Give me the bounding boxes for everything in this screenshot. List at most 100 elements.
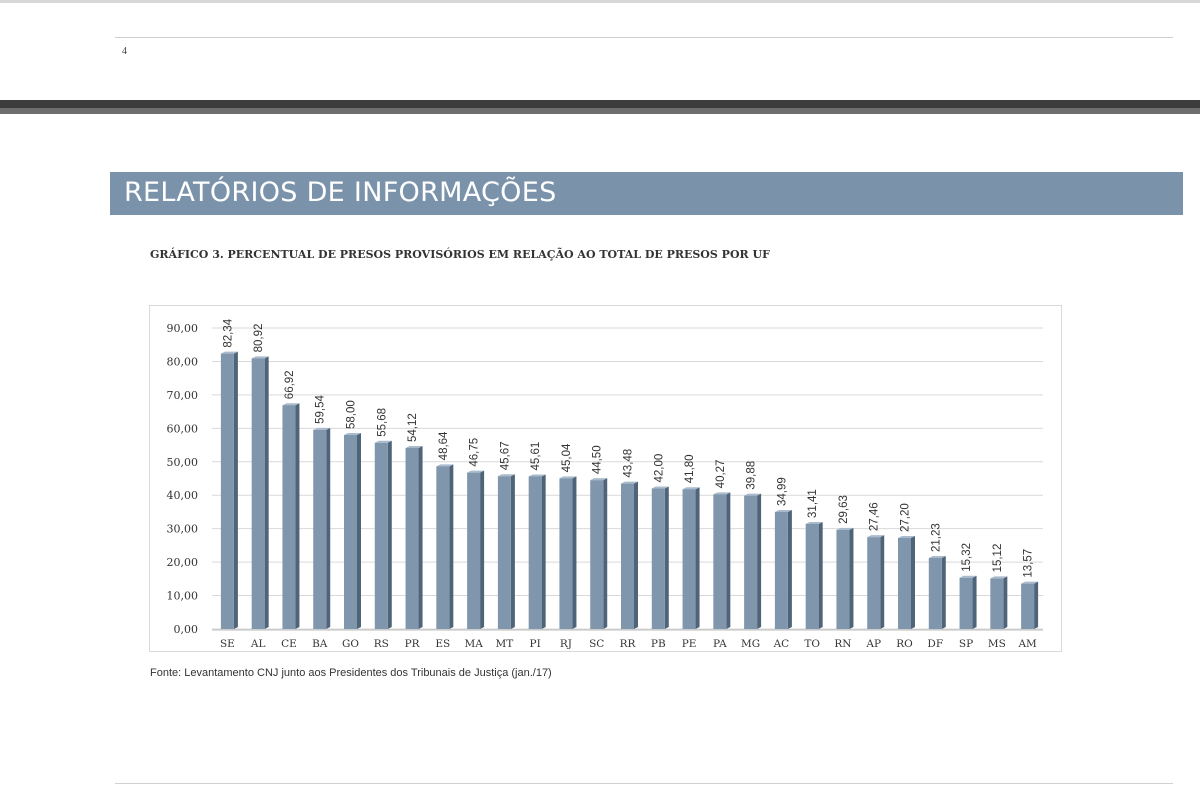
previous-page: 4 — [0, 0, 1200, 102]
bar-top — [405, 445, 423, 448]
x-tick-label: TO — [804, 638, 820, 650]
y-tick-label: 90,00 — [167, 322, 199, 335]
x-tick-label: ES — [435, 638, 450, 650]
y-tick-label: 10,00 — [167, 590, 199, 603]
x-tick-label: RO — [896, 638, 913, 650]
bar-side — [295, 403, 300, 629]
data-label: 42,00 — [653, 454, 665, 483]
data-label: 82,34 — [222, 318, 234, 347]
bar — [744, 495, 758, 629]
bar-top — [836, 527, 854, 530]
x-tick-label: AP — [865, 638, 881, 650]
bar — [774, 511, 788, 629]
bar-side — [634, 481, 638, 629]
bar-chart: 0,00 10,00 20,00 30,00 40,00 50,00 60,00 70,00 8… — [167, 318, 1043, 650]
y-tick-label: 20,00 — [167, 556, 199, 569]
data-label: 29,63 — [838, 495, 850, 524]
x-tick-label: RJ — [560, 638, 572, 650]
bar-side — [480, 470, 485, 629]
section-title: RELATÓRIOS DE INFORMAÇÕES — [124, 177, 557, 208]
data-label: 31,41 — [807, 489, 819, 518]
x-tick-label: PB — [651, 638, 666, 650]
bar-side — [941, 555, 946, 629]
page-bottom-rule — [115, 783, 1173, 784]
page-separator — [0, 100, 1200, 114]
bar-side — [449, 464, 454, 629]
bar — [867, 537, 881, 629]
data-label: 59,54 — [315, 394, 327, 423]
bar-side — [326, 427, 331, 629]
x-tick-label: PA — [713, 638, 727, 650]
bar-top — [590, 478, 608, 481]
x-tick-label: PI — [530, 638, 541, 650]
bar-side — [972, 575, 977, 629]
bar-top — [774, 509, 792, 512]
data-label: 13,57 — [1023, 549, 1035, 578]
data-label: 15,32 — [961, 543, 973, 572]
bar-top — [374, 440, 392, 443]
data-label: 46,75 — [469, 438, 481, 467]
x-tick-label: PE — [682, 638, 697, 650]
bar-top — [621, 481, 638, 484]
x-tick-label: DF — [927, 638, 943, 650]
bar-top — [220, 351, 238, 354]
bar-side — [849, 527, 854, 629]
bar-side — [357, 433, 361, 629]
bar — [928, 557, 942, 629]
data-label: 54,12 — [407, 413, 419, 442]
bar-top — [313, 427, 331, 430]
y-tick-label: 40,00 — [167, 489, 199, 502]
bar-top — [928, 555, 946, 558]
bar-top — [282, 403, 300, 406]
bar-top — [898, 536, 915, 539]
bar — [898, 538, 911, 629]
data-label: 40,27 — [715, 460, 727, 489]
y-tick-label: 80,00 — [167, 355, 199, 368]
bar-top — [344, 433, 361, 436]
bar — [282, 405, 296, 629]
y-tick-label: 30,00 — [167, 523, 199, 536]
data-label: 80,92 — [253, 324, 265, 353]
x-tick-label: RS — [374, 638, 389, 650]
data-label: 45,04 — [561, 443, 573, 472]
data-label: 43,48 — [623, 449, 635, 478]
data-label: 66,92 — [284, 370, 296, 399]
bar-top — [959, 575, 977, 578]
data-label: 55,68 — [376, 408, 388, 437]
bar-side — [695, 487, 700, 629]
bar-side — [787, 509, 792, 629]
x-tick-label: MS — [988, 638, 1006, 650]
x-tick-label: MT — [496, 638, 514, 650]
bar — [436, 466, 450, 629]
bar-side — [387, 440, 392, 629]
bar — [528, 476, 542, 629]
bar-top — [251, 356, 269, 359]
bar-side — [572, 476, 577, 629]
bar — [497, 476, 511, 629]
data-label: 58,00 — [346, 400, 358, 429]
bar — [220, 353, 234, 629]
data-label: 39,88 — [746, 461, 758, 490]
data-label: 34,99 — [776, 477, 788, 506]
data-label: 15,12 — [992, 544, 1004, 573]
bar-side — [510, 474, 515, 629]
bar-top — [867, 535, 885, 538]
bar-top — [436, 464, 454, 467]
bar — [559, 478, 573, 629]
section-banner: RELATÓRIOS DE INFORMAÇÕES — [110, 172, 1183, 215]
data-label: 27,20 — [900, 503, 912, 532]
x-tick-label: MG — [741, 638, 760, 650]
bar — [374, 442, 388, 629]
bar-side — [726, 492, 731, 629]
data-label: 21,23 — [930, 523, 942, 552]
bar-side — [818, 521, 823, 629]
bar-top — [497, 474, 515, 477]
data-label: 27,46 — [869, 502, 881, 531]
bar-top — [559, 476, 577, 479]
bar — [590, 480, 604, 629]
chart-frame: 0,00 10,00 20,00 30,00 40,00 50,00 60,00 70,00 8… — [149, 305, 1062, 652]
bar — [344, 435, 357, 629]
chart-title: GRÁFICO 3. PERCENTUAL DE PRESOS PROVISÓR… — [150, 248, 770, 261]
x-tick-label: AL — [250, 638, 266, 650]
data-label: 45,61 — [530, 442, 542, 471]
